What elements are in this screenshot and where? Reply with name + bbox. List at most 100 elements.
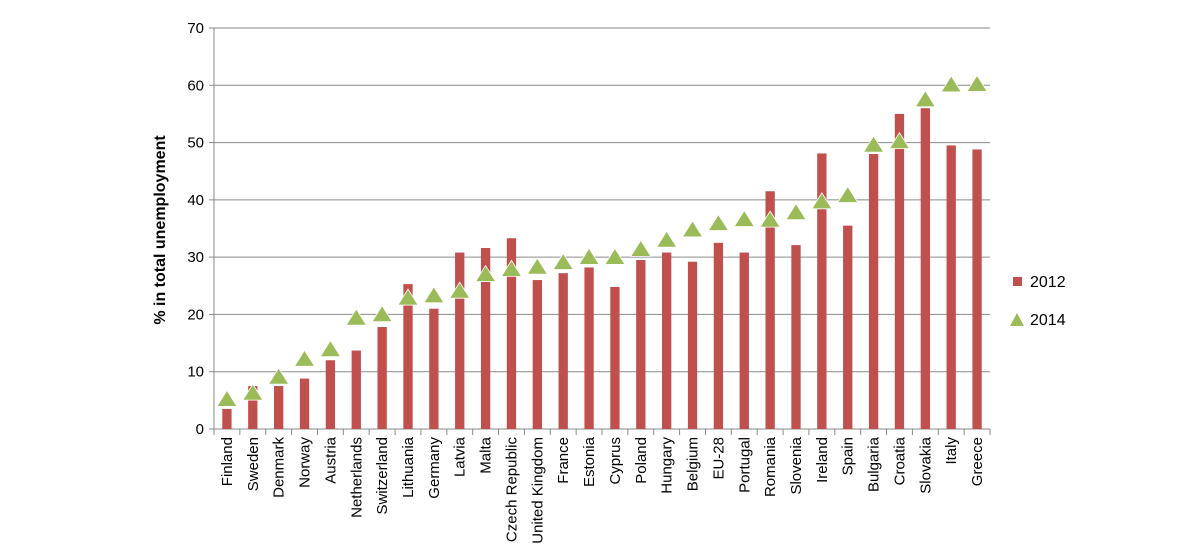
- x-tick-labels: Finland Sweden Denmark Norway Austria Netherl…: [219, 436, 986, 543]
- series-2014-markers: [216, 74, 988, 407]
- bar-2012-norway: [299, 378, 310, 429]
- x-tick-label-portugal: Portugal: [736, 437, 753, 493]
- marker-2014-france: [552, 252, 574, 270]
- x-tick-label-austria: Austria: [322, 436, 339, 483]
- marker-2014-cyprus: [604, 247, 626, 265]
- bar-2012-denmark: [274, 386, 284, 429]
- bar-2012-netherlands: [351, 350, 361, 429]
- marker-2014-romania: [759, 210, 781, 228]
- y-axis-label: % in total unemployment: [152, 135, 169, 325]
- bar-2012-france: [558, 273, 568, 429]
- x-tick-label-slovakia: Slovakia: [917, 436, 934, 493]
- legend-swatch-2012: [1013, 277, 1022, 286]
- bar-2012-italy: [946, 145, 956, 429]
- bar-2012-austria: [325, 360, 336, 429]
- bar-2012-slovakia: [920, 108, 930, 429]
- bar-2012-estonia: [584, 267, 594, 429]
- x-tick-label-czech-republic: Czech Republic: [503, 437, 520, 543]
- marker-2014-malta: [474, 264, 497, 282]
- x-tick-label-slovenia: Slovenia: [788, 436, 805, 494]
- marker-2014-belgium: [681, 220, 704, 238]
- marker-2014-czech-republic: [500, 259, 523, 277]
- bar-2012-hungary: [662, 252, 672, 429]
- x-tick-label-france: France: [555, 437, 572, 484]
- marker-2014-sweden: [242, 383, 264, 401]
- legend-label-2012: 2012: [1030, 274, 1066, 291]
- marker-2014-united-kingdom: [526, 257, 549, 275]
- x-tick-label-bulgaria: Bulgaria: [866, 436, 883, 492]
- marker-2014-norway: [293, 349, 316, 367]
- x-tick-label-lithuania: Lithuania: [400, 436, 417, 498]
- marker-2014-poland: [630, 239, 652, 257]
- x-tick-label-denmark: Denmark: [271, 437, 288, 498]
- y-tick-label: 70: [187, 20, 204, 37]
- bar-2012-ireland: [817, 153, 827, 429]
- series-2012-bars: [222, 108, 982, 429]
- bar-2012-germany: [429, 308, 439, 429]
- marker-2014-greece: [966, 74, 988, 92]
- bar-2012-romania: [765, 191, 775, 429]
- bar-2012-poland: [636, 260, 646, 429]
- x-tick-label-cyprus: Cyprus: [607, 437, 624, 485]
- x-tick-label-malta: Malta: [478, 436, 495, 473]
- marker-2014-italy: [940, 75, 962, 93]
- x-tick-label-latvia: Latvia: [452, 436, 469, 477]
- marker-2014-switzerland: [371, 304, 393, 323]
- bar-2012-switzerland: [377, 327, 387, 429]
- marker-2014-germany: [423, 285, 445, 304]
- marker-2014-bulgaria: [862, 135, 885, 153]
- legend-label-2014: 2014: [1030, 312, 1066, 329]
- bar-2012-spain: [843, 225, 853, 429]
- marker-2014-finland: [216, 389, 238, 407]
- bar-2012-greece: [972, 149, 982, 429]
- y-tick-labels: 0 10 20 30 40 50 60 70: [187, 20, 204, 438]
- bar-2012-sweden: [248, 386, 258, 429]
- x-tick-label-croatia: Croatia: [891, 436, 908, 485]
- bar-2012-lithuania: [403, 284, 413, 429]
- x-tick-label-germany: Germany: [426, 437, 443, 499]
- marker-2014-eu-28: [707, 213, 730, 231]
- bar-2012-finland: [222, 408, 232, 429]
- x-tick-label-poland: Poland: [633, 437, 650, 484]
- x-tick-label-ireland: Ireland: [814, 437, 831, 483]
- x-tick-label-netherlands: Netherlands: [348, 437, 365, 518]
- x-tick-label-finland: Finland: [219, 437, 236, 486]
- x-tick-label-estonia: Estonia: [581, 436, 598, 487]
- y-tick-label: 50: [187, 135, 204, 152]
- y-tick-label: 40: [187, 192, 204, 209]
- bar-2012-latvia: [455, 252, 465, 429]
- x-tick-label-united-kingdom: United Kingdom: [529, 437, 546, 544]
- marker-2014-netherlands: [345, 308, 367, 326]
- y-tick-label: 10: [187, 364, 204, 381]
- marker-2014-estonia: [578, 247, 600, 265]
- y-tick-label: 20: [187, 306, 204, 323]
- bar-2012-malta: [480, 247, 491, 429]
- marker-2014-croatia: [888, 131, 911, 150]
- marker-2014-hungary: [655, 230, 678, 248]
- legend-swatch-2014: [1010, 313, 1024, 326]
- marker-2014-ireland: [811, 192, 833, 210]
- bar-2012-czech-republic: [506, 238, 517, 429]
- x-tick-label-hungary: Hungary: [659, 437, 676, 494]
- x-tick-label-switzerland: Switzerland: [374, 437, 391, 515]
- x-tick-label-norway: Norway: [297, 437, 314, 488]
- x-tick-label-greece: Greece: [969, 437, 986, 486]
- x-tick-label-belgium: Belgium: [685, 437, 702, 491]
- marker-2014-austria: [319, 339, 342, 357]
- marker-2014-portugal: [733, 209, 755, 227]
- y-tick-label: 30: [187, 249, 204, 266]
- marker-2014-latvia: [449, 281, 471, 299]
- marker-2014-lithuania: [397, 288, 419, 306]
- marker-2014-slovakia: [914, 90, 937, 108]
- bar-2012-slovenia: [791, 245, 801, 429]
- axes: [209, 27, 991, 435]
- marker-2014-spain: [837, 185, 859, 203]
- bar-2012-belgium: [687, 261, 698, 429]
- x-tick-label-italy: Italy: [943, 437, 960, 465]
- x-tick-label-romania: Romania: [762, 436, 779, 497]
- bar-2012-cyprus: [610, 286, 620, 429]
- legend: 2012 2014: [1010, 274, 1066, 329]
- bar-2012-bulgaria: [868, 154, 879, 429]
- marker-2014-denmark: [267, 367, 290, 385]
